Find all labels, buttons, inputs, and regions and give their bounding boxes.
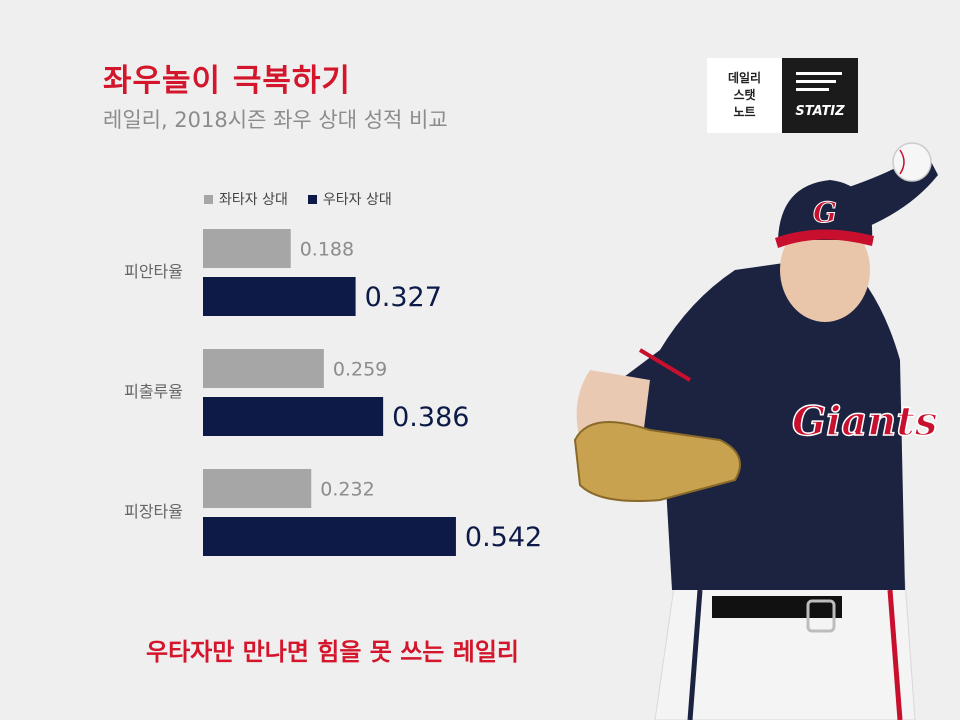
- belt-buckle: [806, 599, 836, 633]
- bar-rhb: [203, 517, 456, 556]
- value-label-rhb: 0.386: [392, 402, 469, 433]
- category-label: 피출루율: [124, 382, 183, 401]
- legend-label-rhb: 우타자 상대: [322, 192, 392, 208]
- statiz-logo: STATIZ: [782, 58, 858, 133]
- legend-item-lhb: 좌타자 상대: [204, 189, 288, 209]
- sleeve-trim: [638, 348, 692, 382]
- value-label-rhb: 0.327: [365, 282, 442, 313]
- value-label-lhb: 0.259: [333, 358, 387, 380]
- logo-stripe: [796, 72, 842, 75]
- statiz-wordmark: STATIZ: [795, 104, 845, 119]
- bar-rhb: [203, 277, 356, 316]
- cap: [778, 180, 873, 240]
- brand-badge: 데일리 스탯 노트 STATIZ: [707, 58, 858, 133]
- tagline: 우타자만 만나면 힘을 못 쓰는 레일리: [146, 638, 519, 666]
- pant-stripe: [687, 589, 703, 720]
- badge-line-2: 스탯: [733, 88, 756, 102]
- cap-logo: G: [813, 196, 837, 229]
- category-label: 피장타율: [124, 502, 183, 521]
- legend-item-rhb: 우타자 상대: [307, 189, 392, 209]
- baseball-seam: [899, 149, 905, 175]
- face: [780, 218, 870, 322]
- baseball: [892, 142, 932, 182]
- page-subtitle: 레일리, 2018시즌 좌우 상대 성적 비교: [103, 108, 448, 132]
- badge-line-3: 노트: [733, 105, 756, 119]
- jersey-wordmark: Giants: [792, 398, 937, 445]
- cap-brim: [775, 229, 874, 248]
- logo-stripe: [796, 80, 836, 83]
- jersey: [595, 255, 905, 590]
- value-label-lhb: 0.232: [320, 478, 374, 500]
- legend-label-lhb: 좌타자 상대: [219, 192, 288, 208]
- pant-stripe: [887, 589, 903, 720]
- legend-swatch-rhb: [307, 194, 317, 204]
- badge-line-1: 데일리: [727, 71, 762, 85]
- value-label-lhb: 0.188: [300, 238, 354, 260]
- glove: [573, 421, 741, 502]
- legend-swatch-lhb: [204, 194, 213, 204]
- page-title: 좌우놀이 극복하기: [103, 63, 351, 99]
- bar-lhb: [203, 469, 312, 508]
- daily-stat-note-label: 데일리 스탯 노트: [707, 58, 782, 133]
- logo-stripe: [796, 88, 829, 91]
- value-label-rhb: 0.542: [465, 522, 542, 553]
- chart-legend: 좌타자 상대 우타자 상대: [204, 189, 412, 209]
- bar-lhb: [203, 229, 291, 268]
- category-label: 피안타율: [124, 262, 183, 281]
- bar-rhb: [203, 397, 384, 436]
- bar-lhb: [203, 349, 324, 388]
